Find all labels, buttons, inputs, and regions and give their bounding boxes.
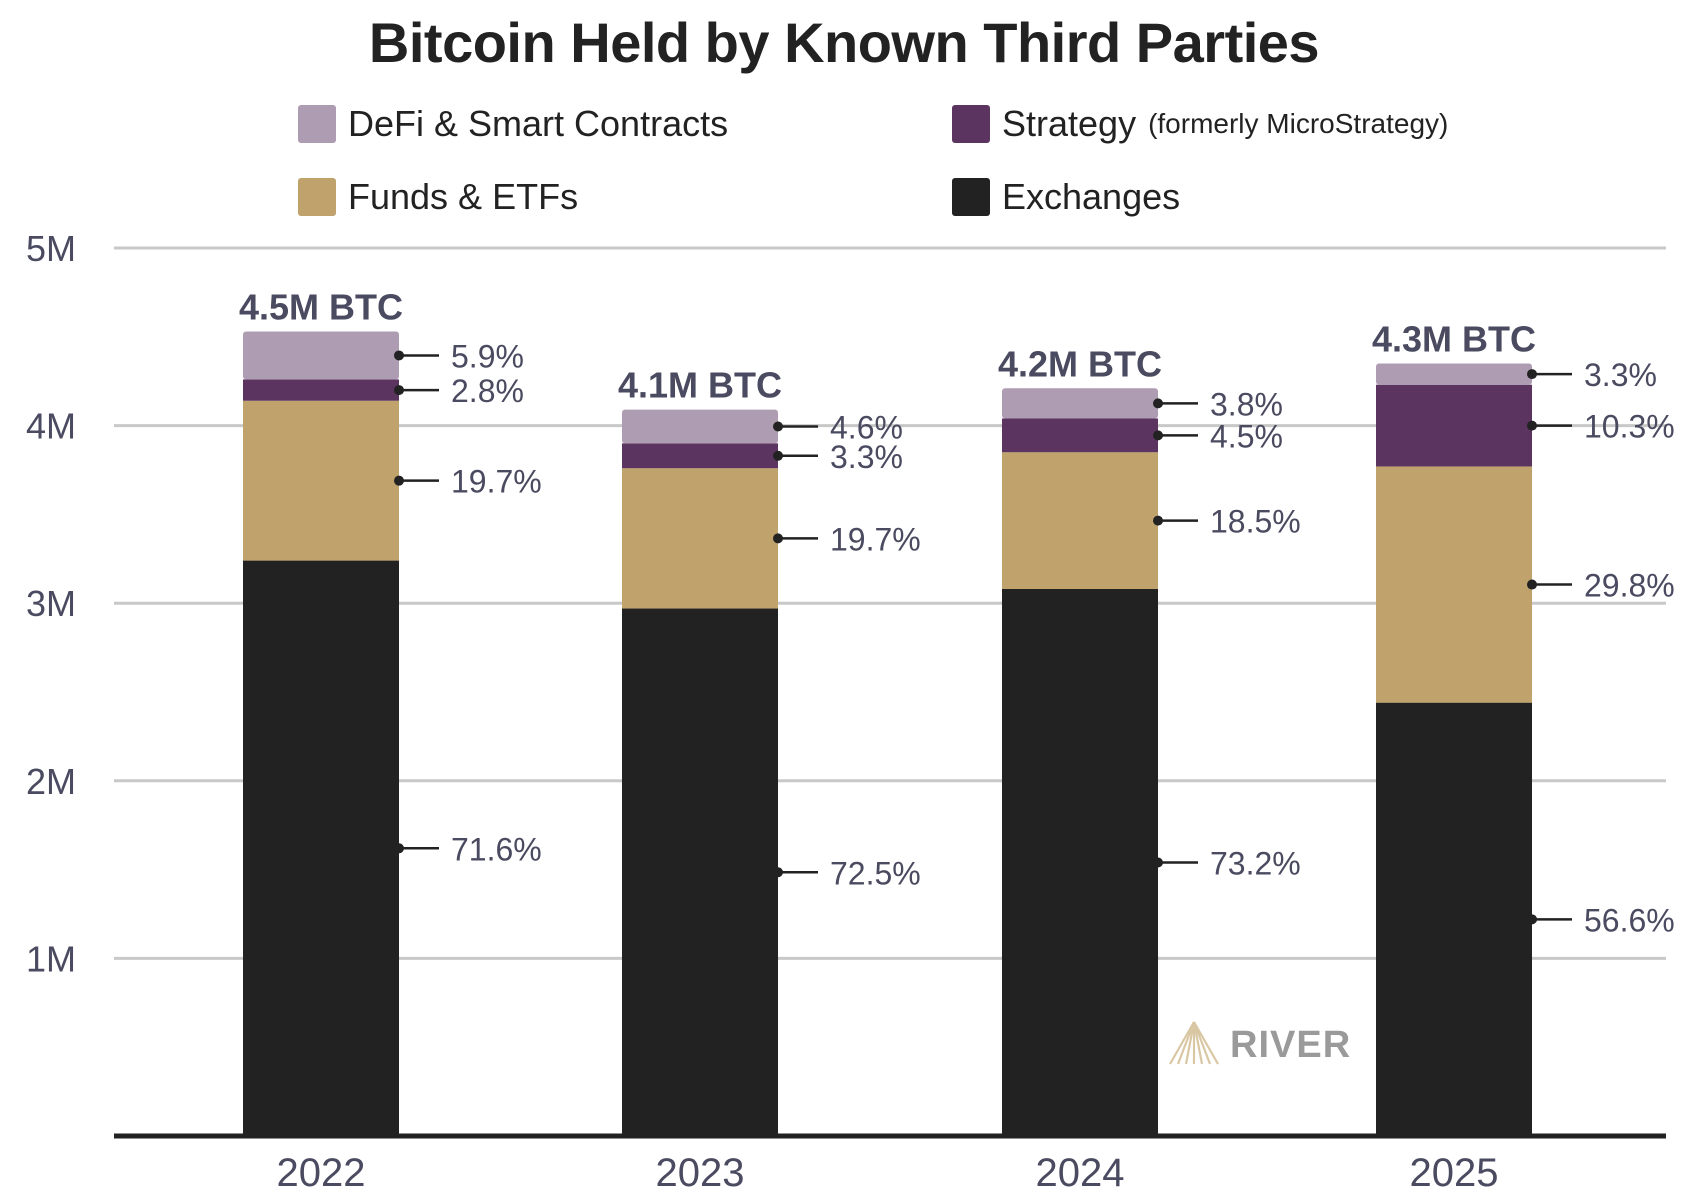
x-tick-label: 2025 [1410, 1151, 1499, 1195]
percent-label: 3.8% [1210, 386, 1283, 422]
percent-label: 4.6% [830, 409, 903, 445]
percent-label: 5.9% [451, 338, 524, 374]
bars [243, 331, 1532, 1136]
x-axis-ticks: 2022 2023 2024 2025 [277, 1151, 1499, 1195]
bar-segment-defi-smart-contracts [243, 331, 399, 380]
percent-label: 71.6% [451, 831, 542, 867]
bar-segment-exchanges [1376, 702, 1532, 1136]
y-tick-label: 1M [26, 938, 76, 979]
bar-segment-strategy [622, 443, 778, 469]
percent-label: 72.5% [830, 855, 921, 891]
bar-segment-funds-etfs [243, 400, 399, 561]
percent-label: 19.7% [830, 521, 921, 557]
bar-segment-exchanges [622, 608, 778, 1136]
x-tick-label: 2022 [277, 1151, 366, 1195]
total-label: 4.1M BTC [618, 365, 782, 406]
bar-segment-exchanges [243, 560, 399, 1136]
river-logo-icon [1168, 1020, 1220, 1071]
percent-label: 56.6% [1584, 902, 1675, 938]
bar-segment-defi-smart-contracts [1376, 363, 1532, 385]
y-tick-label: 2M [26, 761, 76, 802]
percent-label: 19.7% [451, 464, 542, 500]
bar-segment-funds-etfs [1376, 466, 1532, 703]
percent-label: 2.8% [451, 373, 524, 409]
y-tick-label: 5M [26, 228, 76, 269]
percent-label: 18.5% [1210, 504, 1301, 540]
bar-segment-exchanges [1002, 588, 1158, 1136]
watermark: RIVER [1168, 1020, 1351, 1071]
percent-label: 10.3% [1584, 409, 1675, 445]
percent-label: 3.3% [830, 439, 903, 475]
bar-segment-strategy [243, 379, 399, 401]
x-tick-label: 2023 [656, 1151, 745, 1195]
y-tick-label: 3M [26, 583, 76, 624]
data-labels: 71.6% 19.7% 2.8%5.9% 4.5M BTC 72.5% 19.7% 3.3%… [239, 286, 1675, 938]
bar-segment-strategy [1002, 418, 1158, 453]
bar-segment-defi-smart-contracts [622, 409, 778, 444]
percent-label: 4.5% [1210, 418, 1283, 454]
bar-segment-defi-smart-contracts [1002, 388, 1158, 419]
chart-title: Bitcoin Held by Known Third Parties [368, 11, 1320, 74]
percent-label: 3.3% [1584, 357, 1657, 393]
y-axis-ticks: 1M 2M 3M 4M 5M [26, 228, 76, 979]
x-tick-label: 2024 [1036, 1151, 1125, 1195]
bar-segment-funds-etfs [622, 468, 778, 609]
total-label: 4.3M BTC [1372, 318, 1536, 359]
total-label: 4.5M BTC [239, 286, 403, 327]
bar-segment-strategy [1376, 384, 1532, 467]
percent-label: 29.8% [1584, 568, 1675, 604]
total-label: 4.2M BTC [998, 343, 1162, 384]
watermark-text: RIVER [1230, 1024, 1352, 1066]
percent-label: 73.2% [1210, 845, 1301, 881]
y-tick-label: 4M [26, 406, 76, 447]
bar-segment-funds-etfs [1002, 452, 1158, 589]
